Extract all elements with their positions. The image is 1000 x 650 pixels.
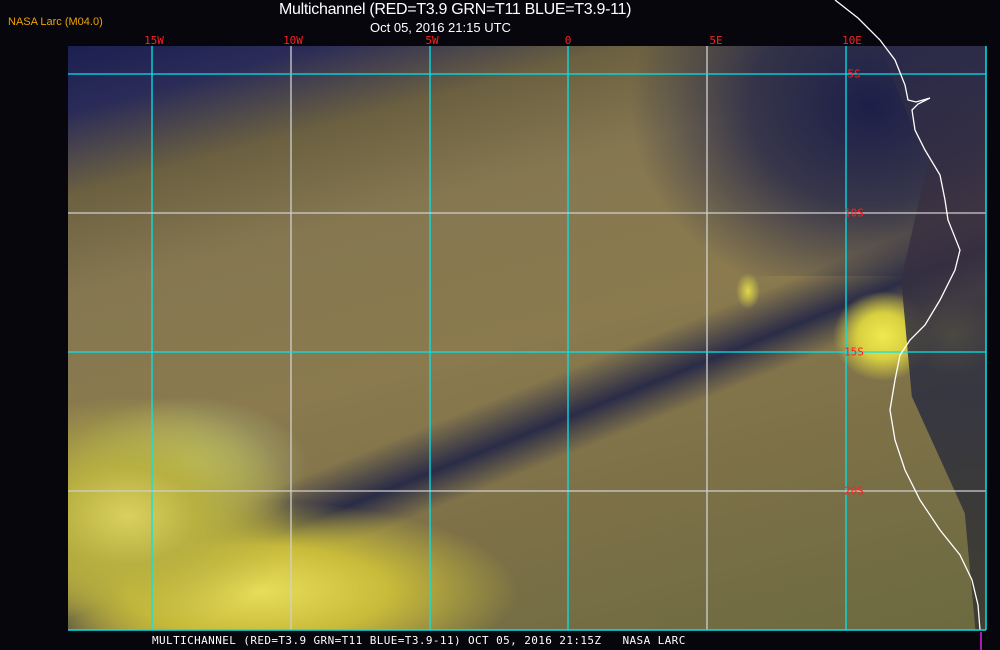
lon-label-10e: 10E [842, 34, 862, 47]
coastline [834, 0, 981, 631]
lat-label-5s: 5S [847, 67, 861, 81]
lat-label-15s: 15S [844, 345, 864, 359]
lon-label-5w: 5W [425, 34, 439, 47]
lon-label-5e: 5E [709, 34, 723, 47]
lon-label-0: 0 [564, 34, 572, 47]
lon-label-15w: 15W [144, 34, 164, 47]
image-title: Multichannel (RED=T3.9 GRN=T11 BLUE=T3.9… [279, 1, 632, 18]
footer-caption: MULTICHANNEL (RED=T3.9 GRN=T11 BLUE=T3.9… [152, 634, 686, 647]
lon-label-10w: 10W [283, 34, 303, 47]
lat-label-20s: 20S [844, 484, 864, 498]
credit-label: NASA Larc (M04.0) [8, 16, 103, 28]
lat-label-10s: 10S [844, 206, 864, 220]
lat-lon-grid [68, 46, 986, 630]
image-timestamp: Oct 05, 2016 21:15 UTC [370, 20, 511, 35]
